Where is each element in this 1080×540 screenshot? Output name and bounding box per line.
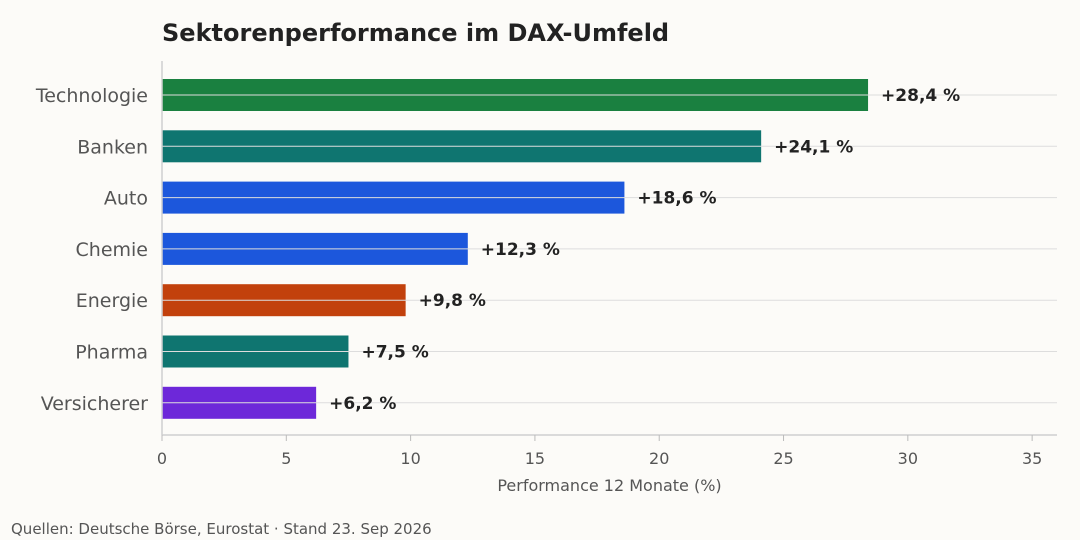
chart-title: Sektorenperformance im DAX-Umfeld [162, 19, 669, 47]
value-label: +9,8 % [419, 291, 486, 311]
x-axis-title: Performance 12 Monate (%) [497, 476, 721, 495]
category-label: Auto [104, 188, 148, 210]
value-label: +24,1 % [774, 137, 853, 157]
gridlines [162, 94, 1057, 404]
value-label: +12,3 % [481, 240, 560, 260]
x-tick-label: 0 [157, 449, 167, 468]
x-tick-label: 20 [649, 449, 669, 468]
category-label: Energie [76, 290, 148, 312]
x-tick-label: 30 [898, 449, 918, 468]
source-note: Quellen: Deutsche Börse, Eurostat · Stan… [11, 520, 432, 538]
category-labels: Technologie Banken Auto Chemie Energie Pharma… [35, 85, 148, 415]
value-label: +28,4 % [881, 86, 960, 106]
category-label: Versicherer [41, 393, 148, 415]
x-tick-label: 5 [281, 449, 291, 468]
x-ticks: 0 5 10 15 20 25 30 35 [157, 435, 1042, 468]
value-label: +18,6 % [637, 189, 716, 209]
value-labels: +28,4 % +24,1 % +18,6 % +12,3 % +9,8 % +7,5 %… [329, 86, 960, 414]
value-label: +7,5 % [361, 343, 428, 363]
x-tick-label: 15 [525, 449, 545, 468]
x-tick-label: 35 [1022, 449, 1042, 468]
category-label: Chemie [76, 239, 148, 261]
x-tick-label: 25 [773, 449, 793, 468]
category-label: Technologie [35, 85, 148, 107]
value-label: +6,2 % [329, 394, 396, 414]
x-tick-label: 10 [400, 449, 420, 468]
category-label: Pharma [75, 342, 148, 364]
category-label: Banken [77, 136, 148, 158]
